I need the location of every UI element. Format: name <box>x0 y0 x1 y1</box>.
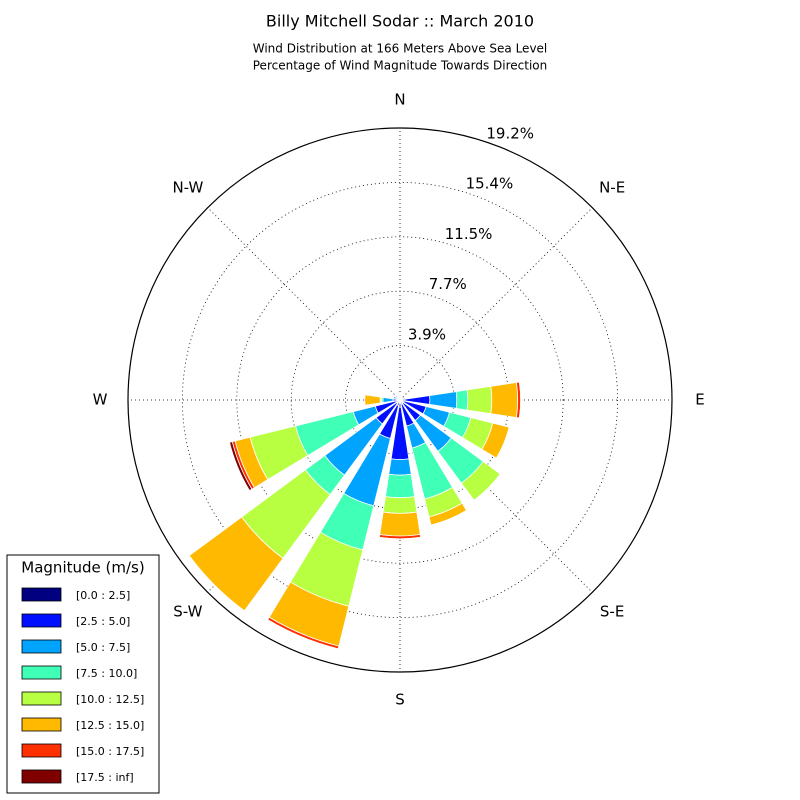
r-tick-label: 19.2% <box>486 124 534 142</box>
r-tick-label: 11.5% <box>445 225 493 243</box>
legend-swatch <box>21 613 62 628</box>
legend-label: [0.0 : 2.5] <box>76 589 130 602</box>
direction-label: S-W <box>173 603 202 621</box>
wedge <box>379 511 421 537</box>
wedge <box>455 389 469 411</box>
direction-label: S <box>395 691 405 709</box>
wedge <box>429 391 458 409</box>
wedge <box>267 619 339 650</box>
legend-swatch <box>21 665 62 680</box>
legend: Magnitude (m/s) [0.0 : 2.5] [2.5 : 5.0] [5.… <box>6 554 160 794</box>
radial-grid-line <box>399 399 593 593</box>
legend-label: [5.0 : 7.5] <box>76 641 130 654</box>
legend-label: [15.0 : 17.5] <box>76 745 144 758</box>
chart-title: Billy Mitchell Sodar :: March 2010 <box>266 12 534 31</box>
legend-label: [7.5 : 10.0] <box>76 667 137 680</box>
wedge <box>382 496 418 514</box>
legend-swatch <box>21 743 62 758</box>
wedge <box>388 458 412 476</box>
wedge <box>466 385 493 415</box>
wedge <box>490 382 519 418</box>
radial-grid-line <box>399 207 593 401</box>
wedge <box>364 394 381 406</box>
radial-grid-line <box>207 207 401 401</box>
direction-label: E <box>695 391 704 409</box>
legend-label: [2.5 : 5.0] <box>76 615 130 628</box>
r-tick-label: 7.7% <box>429 275 467 293</box>
direction-label: W <box>93 391 108 409</box>
wedge <box>229 441 253 492</box>
legend-swatch <box>21 587 62 602</box>
direction-label: N <box>394 91 405 109</box>
wedge <box>430 510 467 526</box>
legend-label: [12.5 : 15.0] <box>76 719 144 732</box>
outer-circle <box>127 127 673 673</box>
wedge <box>392 396 395 399</box>
direction-label: N-E <box>599 178 625 196</box>
direction-label: N-W <box>172 178 203 196</box>
wedge <box>496 427 510 459</box>
r-tick-label: 15.4% <box>466 175 514 193</box>
chart-subtitle: Percentage of Wind Magnitude Towards Dir… <box>253 59 547 73</box>
legend-swatch <box>21 717 62 732</box>
wedge <box>385 473 415 499</box>
wedge <box>188 555 245 612</box>
legend-swatch <box>21 769 62 784</box>
legend-title: Magnitude (m/s) <box>21 559 144 577</box>
grid-circle <box>236 236 564 564</box>
legend-label: [10.0 : 12.5] <box>76 693 144 706</box>
grid-circle <box>181 181 619 619</box>
chart-subtitle: Wind Distribution at 166 Meters Above Se… <box>253 42 548 56</box>
r-tick-label: 3.9% <box>408 325 446 343</box>
legend-label: [17.5 : inf] <box>76 771 134 784</box>
legend-swatch <box>21 691 62 706</box>
direction-label: S-E <box>600 603 624 621</box>
legend-swatch <box>21 639 62 654</box>
